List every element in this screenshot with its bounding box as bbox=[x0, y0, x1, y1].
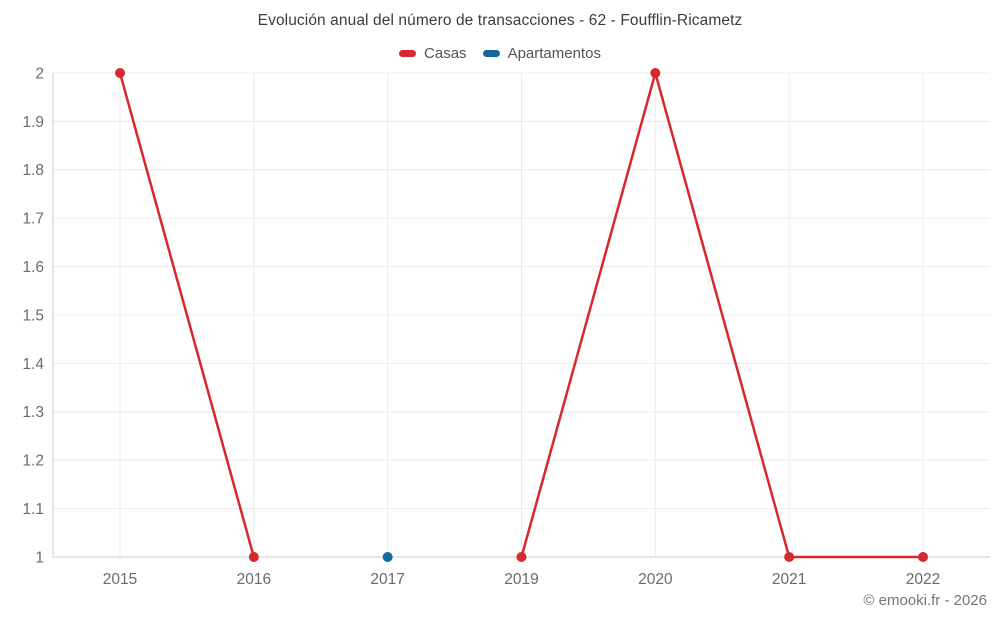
y-tick-label: 1.3 bbox=[22, 404, 44, 421]
y-tick-label: 1.5 bbox=[22, 307, 44, 324]
y-tick-label: 1.8 bbox=[22, 162, 44, 179]
data-point-casas-2015 bbox=[115, 68, 125, 78]
legend-item-apartamentos[interactable]: Apartamentos bbox=[482, 45, 601, 62]
y-tick-label: 2 bbox=[35, 65, 44, 82]
x-tick-label: 2015 bbox=[103, 571, 137, 588]
chart-title: Evolución anual del número de transaccio… bbox=[257, 12, 743, 29]
data-point-casas-2021 bbox=[784, 552, 795, 562]
legend-label-casas: Casas bbox=[424, 45, 467, 62]
x-tick-label: 2016 bbox=[237, 571, 271, 588]
x-tick-label: 2022 bbox=[906, 571, 940, 588]
y-tick-label: 1.2 bbox=[22, 453, 44, 470]
credits-link[interactable]: © emooki.fr - 2026 bbox=[863, 592, 987, 609]
casas-series-swatch-icon bbox=[399, 50, 417, 57]
y-tick-label: 1.4 bbox=[22, 356, 44, 373]
apartamentos-series-swatch-icon bbox=[482, 50, 500, 57]
chart-legend: Casas Apartamentos bbox=[0, 45, 1000, 62]
series-line-casas bbox=[118, 71, 925, 559]
y-tick-label: 1.9 bbox=[22, 114, 44, 131]
legend-label-apartamentos: Apartamentos bbox=[507, 45, 601, 62]
legend-item-casas[interactable]: Casas bbox=[399, 45, 467, 62]
data-point-casas-2020 bbox=[650, 68, 661, 78]
data-point-casas-2022 bbox=[918, 552, 928, 562]
x-tick-label: 2019 bbox=[504, 571, 538, 588]
data-point-casas-2016 bbox=[248, 552, 259, 562]
x-tick-label: 2017 bbox=[370, 571, 404, 588]
y-tick-label: 1.6 bbox=[22, 259, 44, 276]
data-point-apartamentos-2017 bbox=[382, 552, 393, 562]
x-tick-label: 2021 bbox=[772, 571, 806, 588]
data-point-casas-2019 bbox=[516, 552, 527, 562]
y-tick-label: 1.1 bbox=[22, 501, 44, 518]
x-tick-label: 2020 bbox=[638, 571, 673, 588]
y-tick-label: 1 bbox=[35, 549, 44, 566]
y-tick-label: 1.7 bbox=[22, 211, 44, 228]
